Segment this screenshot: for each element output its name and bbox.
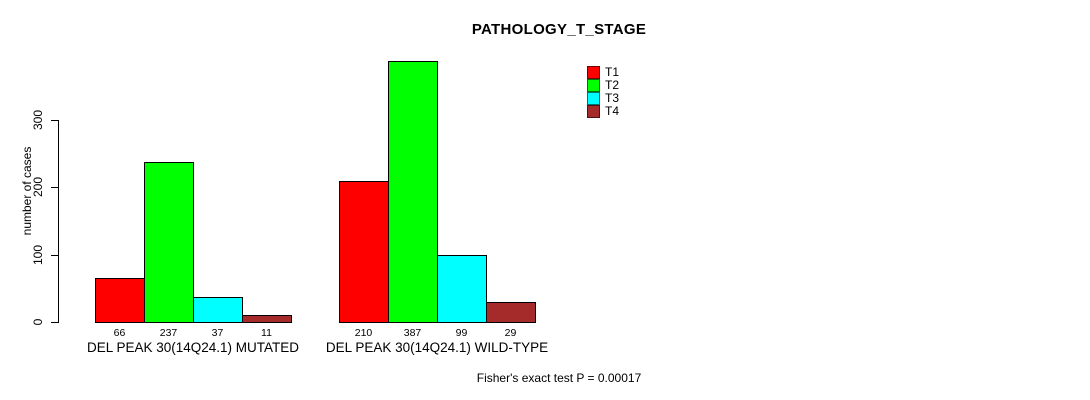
- legend-label: T1: [605, 65, 620, 79]
- legend-swatch-t4: [587, 105, 600, 118]
- legend-item: T1: [587, 66, 619, 79]
- bar-value-label: 387: [403, 327, 422, 339]
- legend-swatch-t1: [587, 66, 600, 79]
- y-axis-tick: [51, 120, 58, 121]
- bar-t4-group2: [486, 302, 536, 323]
- legend-item: T3: [587, 92, 619, 105]
- y-axis-tick-label: 200: [31, 176, 45, 198]
- y-axis-tick: [51, 187, 58, 188]
- chart-title: PATHOLOGY_T_STAGE: [471, 21, 647, 38]
- y-axis-line: [58, 120, 59, 323]
- y-axis-tick: [51, 322, 58, 323]
- bar-value-label: 66: [113, 327, 126, 339]
- legend-swatch-t2: [587, 79, 600, 92]
- x-category-label: DEL PEAK 30(14Q24.1) MUTATED: [86, 340, 300, 355]
- legend-swatch-t3: [587, 92, 600, 105]
- bar-value-label: 237: [159, 327, 178, 339]
- legend-label: T2: [605, 78, 620, 92]
- bar-t2-group1: [144, 162, 194, 323]
- y-axis-tick-label: 0: [31, 318, 45, 326]
- legend: T1 T2 T3 T4: [587, 66, 619, 118]
- y-axis-tick-label: 300: [31, 109, 45, 131]
- bar-t3-group1: [193, 297, 243, 323]
- fisher-test-annotation: Fisher's exact test P = 0.00017: [476, 371, 642, 385]
- legend-item: T2: [587, 79, 619, 92]
- legend-label: T3: [605, 91, 620, 105]
- y-axis-tick: [51, 255, 58, 256]
- x-category-label: DEL PEAK 30(14Q24.1) WILD-TYPE: [325, 340, 549, 355]
- bar-t1-group2: [339, 181, 389, 323]
- bar-t3-group2: [437, 255, 487, 323]
- bar-value-label: 37: [211, 327, 224, 339]
- bar-value-label: 210: [354, 327, 373, 339]
- bar-t4-group1: [242, 315, 292, 323]
- legend-item: T4: [587, 105, 619, 118]
- y-axis-tick-label: 100: [31, 244, 45, 266]
- bar-value-label: 99: [455, 327, 468, 339]
- bar-value-label: 11: [261, 327, 272, 339]
- legend-label: T4: [605, 104, 620, 118]
- bar-t2-group2: [388, 61, 438, 323]
- bar-t1-group1: [95, 278, 145, 323]
- bar-value-label: 29: [504, 327, 517, 339]
